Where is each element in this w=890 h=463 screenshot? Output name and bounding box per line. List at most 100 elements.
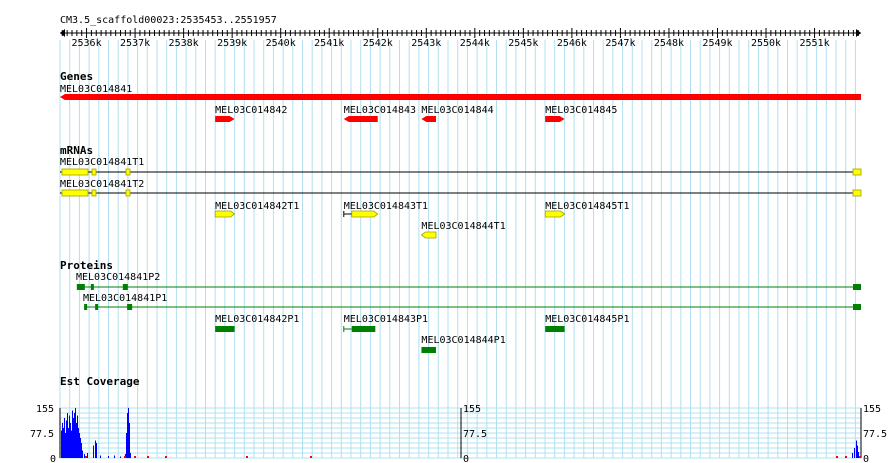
coverage-bar [96,443,97,458]
ruler-tick-label: 2536k [71,38,101,49]
mrna-glyph[interactable] [544,210,566,218]
ruler-tick-label: 2545k [508,38,538,49]
grid-lines [59,40,861,459]
gene-glyph[interactable] [421,116,436,122]
coverage-bar [108,456,109,458]
coverage-label-min-mid: 0 [463,454,469,463]
protein-block[interactable] [351,326,376,332]
track-title-mrnas: mRNAs [60,144,93,157]
coverage-bar [77,415,78,458]
protein-label: MEL03C014845P1 [545,314,629,325]
track-title-genes: Genes [60,70,93,83]
coverage-bar [128,408,129,458]
gene-glyph[interactable] [343,116,378,122]
coverage-bar [63,428,64,458]
protein-block[interactable] [76,284,85,290]
track-title-est-coverage: Est Coverage [60,375,140,388]
mrna-label: MEL03C014841T1 [60,157,144,168]
mrna-exon[interactable] [91,189,97,197]
coverage-bar [130,453,131,458]
coverage-label-mid-left: 77.5 [30,429,54,440]
protein-block[interactable] [122,284,128,290]
mrna-glyph[interactable] [214,210,236,218]
mrna-exon[interactable] [61,168,89,176]
mrnas-track: MEL03C014841T1 MEL03C014841T2 MEL03C014842… [60,157,862,239]
coverage-bar [100,455,101,458]
coverage-bar [81,443,82,458]
protein-block[interactable] [127,304,133,310]
protein-block[interactable] [215,326,235,332]
est-coverage-track: 155 77.5 0 155 77.5 0 155 77.5 0 [30,404,887,463]
coverage-bar [74,413,75,458]
gene-glyph[interactable] [60,94,861,100]
mrna-exon[interactable] [61,189,89,197]
ruler-right-arrow [856,29,861,37]
gene-label: MEL03C014844 [421,105,493,116]
protein-block[interactable] [421,347,436,353]
ruler-tick-label: 2539k [217,38,247,49]
coverage-bar-reverse [836,456,838,458]
protein-label: MEL03C014841P1 [83,293,167,304]
coverage-label-min-right: 0 [863,454,869,463]
coverage-bar [78,428,79,458]
coverage-bar [852,453,853,458]
mrna-exon[interactable] [91,168,97,176]
mrna-label: MEL03C014845T1 [545,201,629,212]
coverage-bar [120,456,121,458]
coverage-bar [67,413,68,458]
coverage-bar-reverse [124,456,126,458]
proteins-track: MEL03C014841P2 MEL03C014841P1 MEL03C014842… [76,272,861,353]
coverage-bar [80,438,81,458]
coverage-bar [87,453,88,458]
coverage-bar [858,452,859,458]
ruler-tick-label: 2538k [169,38,199,49]
coverage-bar [95,440,96,458]
ruler-left-arrow [60,29,65,37]
ruler-tick-label: 2542k [363,38,393,49]
protein-label: MEL03C014841P2 [76,272,160,283]
coverage-label-max-right: 155 [863,404,881,415]
mrna-glyph[interactable] [420,231,437,239]
mrna-exon[interactable] [125,189,131,197]
gene-label: MEL03C014841 [60,84,132,95]
protein-block[interactable] [545,326,565,332]
ruler-scale[interactable]: 2536k 2537k 2538k 2539k 2540k 2541k 2542k 2543k… [60,28,861,49]
mrna-label: MEL03C014841T2 [60,179,144,190]
coverage-bar [72,410,73,458]
protein-block[interactable] [853,284,861,290]
coverage-bar [71,430,72,458]
protein-block[interactable] [95,304,99,310]
coverage-bar [66,420,67,458]
gene-glyph[interactable] [215,116,235,122]
genes-track: MEL03C014841 MEL03C014842 MEL03C014843 MEL0… [60,84,861,122]
coverage-bar [61,430,62,458]
coverage-bar [75,408,76,458]
ruler-tick-label: 2548k [654,38,684,49]
coverage-label-mid-right: 77.5 [863,429,887,440]
coverage-bars [61,408,861,458]
coverage-bar [65,433,66,458]
protein-block[interactable] [84,304,88,310]
coverage-label-max-left: 155 [36,404,54,415]
ruler-tick-label: 2546k [557,38,587,49]
coverage-bar [69,415,70,458]
protein-block[interactable] [90,284,94,290]
mrna-glyph[interactable] [351,210,379,218]
coverage-bar-reverse [165,456,167,458]
mrna-label: MEL03C014842T1 [215,201,299,212]
ruler-tick-label: 2544k [460,38,490,49]
mrna-exon[interactable] [125,168,131,176]
gene-label: MEL03C014845 [545,105,617,116]
ruler-tick-label: 2543k [411,38,441,49]
mrna-exon[interactable] [852,168,862,176]
coverage-label-mid-mid: 77.5 [463,429,487,440]
coverage-bar [62,423,63,458]
coverage-bar [127,413,128,458]
gene-glyph[interactable] [545,116,565,122]
coverage-bar [76,423,77,458]
mrna-exon[interactable] [852,189,862,197]
coverage-bar [84,454,85,458]
ruler-tick-label: 2551k [799,38,829,49]
protein-block[interactable] [853,304,861,310]
